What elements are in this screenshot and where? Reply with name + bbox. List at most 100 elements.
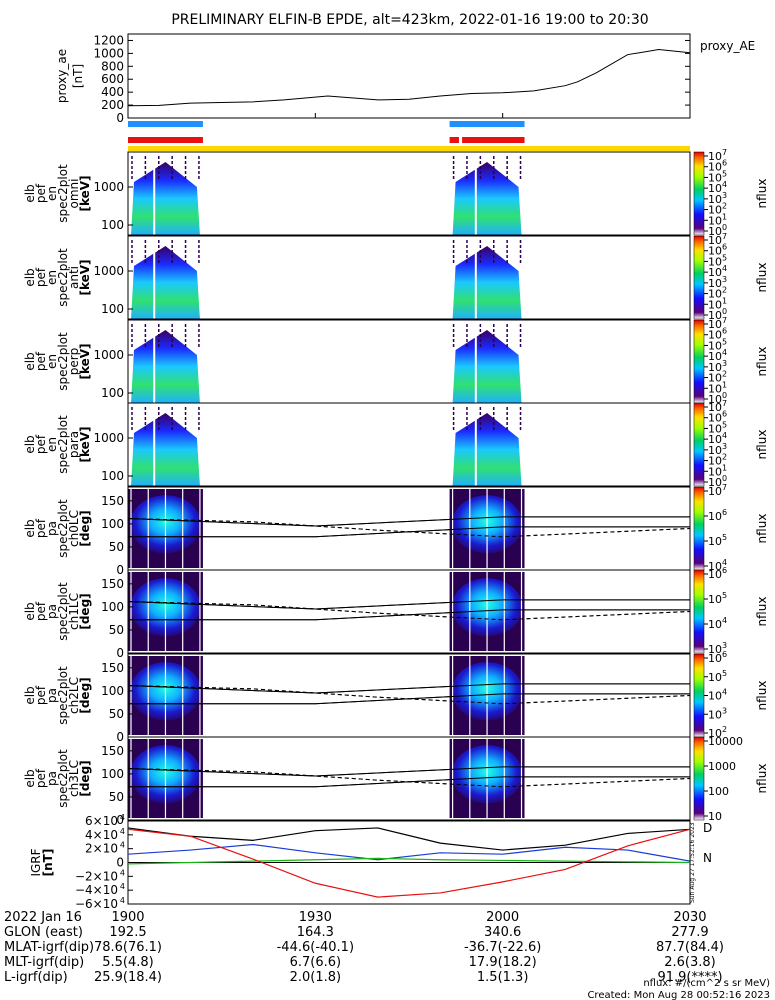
igrf-tick-exponent: 4 [120,882,125,891]
panel-tick-label: 100 [101,600,124,614]
spectrogram-flux [131,246,200,319]
ae-tick-label: 600 [101,72,124,86]
panel-tick-label: 100 [101,684,124,698]
panel-ylabel-line: spec2plot [56,164,70,223]
colorbar [693,569,705,654]
panel-tick-label: 1000 [93,264,124,278]
panel-tick-label: 100 [101,469,124,483]
colorbar-tick-label: 10 [708,810,722,823]
igrf-panel: 6×10 44×10 42×10 40−2×10 4−4×10 4−6×10 4IGRF[n… [29,813,712,911]
colorbar-exponent: 7 [722,232,727,241]
panel-tick-label: 1000 [93,431,124,445]
colorbar-tick-label: 10000 [708,735,743,748]
panel-ylabel-line: pa [45,771,59,786]
panel-ylabel-line: pef [34,434,48,454]
footer-time: 2000 [486,910,519,925]
data-bar-2a [449,137,459,143]
panel-ylabel-line: ch3LC [67,760,81,797]
loss-cone-line-upper [127,599,690,610]
igrf-ylabel: IGRF [29,848,43,876]
footer-row-value: 340.6 [484,925,521,940]
panel-ylabel-line: en [45,354,59,369]
colorbar-exponent: 2 [722,453,727,462]
footer-time: 1930 [299,910,332,925]
ae-tick-label: 1000 [93,46,124,60]
colorbar-exponent: 6 [722,159,727,168]
colorbar-exponent: 6 [722,650,727,659]
footer-row-value: 5.5(4.8) [102,955,154,970]
ae-tick-label: 1200 [93,33,124,47]
footer-row-label: MLAT-igrf(dip) [4,940,94,955]
colorbar-exponent: 0 [722,307,727,316]
footer-units: nflux: #/(cm^2 s sr MeV) [643,978,770,989]
colorbar-exponent: 0 [722,223,727,232]
panel-ylabel-line: [deg] [78,677,92,713]
panel-tick-label: 100 [101,517,124,531]
colorbar-exponent: 6 [722,243,727,252]
colorbar-exponent: 7 [722,148,727,157]
panel-tick-label: 150 [101,744,124,758]
colorbar-exponent: 4 [722,264,727,273]
colorbar [693,653,705,738]
colorbar-exponent: 5 [722,169,727,178]
panel-ylabel-line: spec2plot [56,499,70,558]
colorbar-tick-label: 104 [708,616,727,631]
colorbar-exponent: 6 [722,327,727,336]
colorbar-exponent: 4 [722,616,727,625]
panel-ylabel-line: pef [34,351,48,371]
panel-tick-label: 1000 [93,180,124,194]
colorbar-label: nflux [755,597,769,627]
footer-row-value: 17.9(18.2) [469,955,537,970]
colorbar-exponent: 7 [722,316,727,325]
panel-ylabel-line: elb [23,686,37,704]
colorbar-tick-label: 106 [708,508,727,523]
ae-tick-label: 0 [116,111,124,125]
igrf-tick-label: −4×10 [75,883,118,897]
colorbar-exponent: 5 [722,669,727,678]
colorbar [693,319,705,404]
colorbar-exponent: 0 [722,474,727,483]
spectrogram-flux [131,330,200,403]
panel-1: 1000100elbpefenspec2plotomni[keV]1071061… [23,148,769,238]
panel-tick-label: 0 [116,563,124,577]
igrf-series-black [127,827,691,851]
panel-tick-label: 0 [116,730,124,744]
panel-ylabel-line: [deg] [78,760,92,796]
footer-annotations: 2022 Jan 16 1900 1930 2000 2030 GLON (east) 19… [4,910,770,1000]
colorbar-tick-label: 105 [708,591,727,606]
ae-frame [127,33,691,119]
loss-cone-line-dashed [127,685,691,705]
panel-ylabel-line: [deg] [78,510,92,546]
loss-cone-line-dashed [127,518,691,538]
panel-tick-label: 150 [101,494,124,508]
ae-series-line [127,49,691,107]
colorbar [693,736,705,821]
panel-ylabel-line: elb [23,352,37,370]
colorbar [693,151,705,236]
loss-cone-line-upper [127,516,690,527]
panel-tick-label: 100 [101,302,124,316]
colorbar-label: nflux [755,764,769,794]
panel-ylabel-line: ch0LC [67,510,81,547]
panel-ylabel-line: en [45,186,59,201]
spectrogram-flux [452,330,522,403]
colorbar-tick-label: 106 [708,650,727,665]
science-zone-bar-2 [449,121,525,127]
spectrogram-flux [131,413,200,486]
footer-row-label: MLT-igrf(dip) [4,955,84,970]
igrf-tick-label: −2×10 [75,869,118,883]
panel-ylabel-line: [keV] [78,175,92,211]
footer-row-value: 164.3 [297,925,334,940]
igrf-tick-label: −6×10 [75,897,118,911]
panel-frame [127,402,691,487]
panel-tick-label: 0 [116,813,124,827]
panel-ylabel-line: en [45,437,59,452]
panel-tick-label: 1000 [93,348,124,362]
panel-frame [127,736,691,821]
status-bars [128,121,690,151]
footer-created: Created: Mon Aug 28 00:52:16 2023 [587,990,770,1000]
panel-tick-label: 0 [116,646,124,660]
ae-ylabel: proxy_ae [55,49,69,103]
panel-ylabel-line: elb [23,268,37,286]
